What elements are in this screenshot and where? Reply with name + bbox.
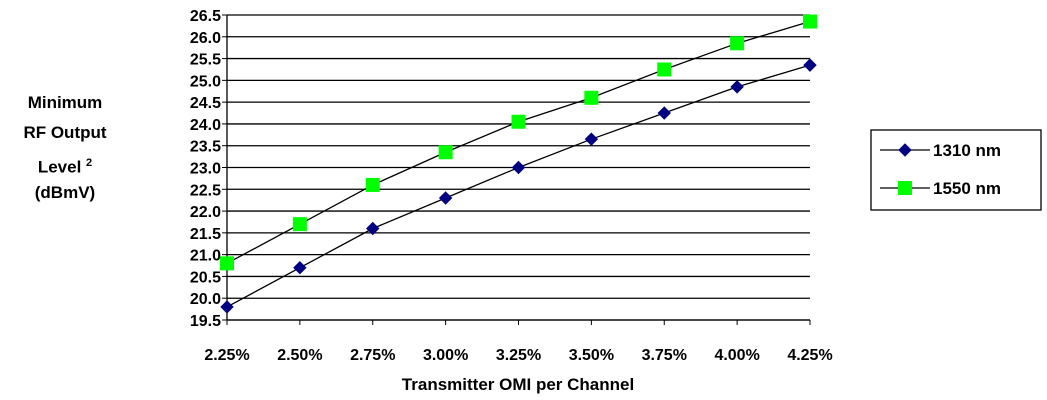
y-axis-label-line-3: Level 2 <box>0 150 130 181</box>
series-line-1 <box>226 64 811 308</box>
y-tick-labels: 19.5 20.0 20.5 21.0 21.5 22.0 22.5 23.0 23.5 24.0… <box>190 8 221 330</box>
y-tick-label: 24.5 <box>190 95 221 112</box>
y-axis-label-line-2: RF Output <box>23 123 107 142</box>
x-tick-label: 2.25% <box>204 347 249 364</box>
y-axis-label-line-1: Minimum <box>27 93 103 112</box>
data-point-square <box>365 177 380 192</box>
data-point-diamond <box>584 132 599 146</box>
data-point-square <box>438 145 453 160</box>
data-point-diamond <box>803 58 817 72</box>
y-tick-label: 23.5 <box>190 139 221 156</box>
data-point-square <box>292 217 307 232</box>
y-tick-label: 21.0 <box>190 248 221 265</box>
x-tick-label: 4.00% <box>714 347 759 364</box>
x-tick-label: 3.25% <box>496 347 541 364</box>
y-tick-label: 20.0 <box>190 291 221 308</box>
data-point-square <box>657 62 672 77</box>
data-point-square <box>220 256 234 271</box>
x-tick-label: 4.25% <box>787 347 832 364</box>
x-tick-label: 3.75% <box>642 347 687 364</box>
y-tick-label: 26.5 <box>190 8 221 25</box>
x-tick-labels: 2.25% 2.50% 2.75% 3.00% 3.25% 3.50% 3.75% 4.00%… <box>204 347 832 364</box>
data-point-square <box>803 14 817 29</box>
series-markers <box>220 14 817 314</box>
data-point-square <box>511 114 526 129</box>
y-tick-label: 23.0 <box>190 161 221 178</box>
x-tick-label: 2.50% <box>277 347 322 364</box>
data-point-diamond <box>511 160 526 175</box>
y-tick-label: 21.5 <box>190 226 221 243</box>
x-tick-label: 2.75% <box>350 347 395 364</box>
y-tick-label: 20.5 <box>190 269 221 286</box>
y-tick-label: 24.0 <box>190 117 221 134</box>
y-tick-label: 25.5 <box>190 52 221 69</box>
legend: 1310 nm 1550 nm <box>870 129 1042 211</box>
data-point-diamond <box>220 300 234 314</box>
legend-box <box>870 129 1042 211</box>
y-tick-label: 22.5 <box>190 182 221 199</box>
y-tick-label: 19.5 <box>190 313 221 330</box>
x-axis-label: Transmitter OMI per Channel <box>402 375 634 394</box>
x-tick-label: 3.50% <box>569 347 614 364</box>
y-tick-label: 22.0 <box>190 204 221 221</box>
data-point-diamond <box>438 191 453 205</box>
y-axis-label-line-3-text: Level <box>37 157 82 177</box>
legend-marker-square <box>898 181 912 195</box>
legend-marker-diamond <box>898 143 912 157</box>
y-tick-label: 26.0 <box>190 30 221 47</box>
data-point-square <box>584 90 599 105</box>
series-line-2 <box>226 20 811 264</box>
y-tick-label: 25.0 <box>190 73 221 90</box>
legend-label: 1310 nm <box>933 141 1001 160</box>
data-point-diamond <box>657 106 671 120</box>
data-point-square <box>730 36 745 51</box>
data-point-diamond <box>293 261 307 275</box>
data-point-diamond <box>730 80 744 94</box>
footnote-superscript: 2 <box>86 157 93 169</box>
x-tick-label: 3.00% <box>423 347 468 364</box>
y-axis-label-line-4: (dBmV) <box>34 183 96 202</box>
data-point-diamond <box>366 221 380 236</box>
legend-label: 1550 nm <box>933 179 1001 198</box>
